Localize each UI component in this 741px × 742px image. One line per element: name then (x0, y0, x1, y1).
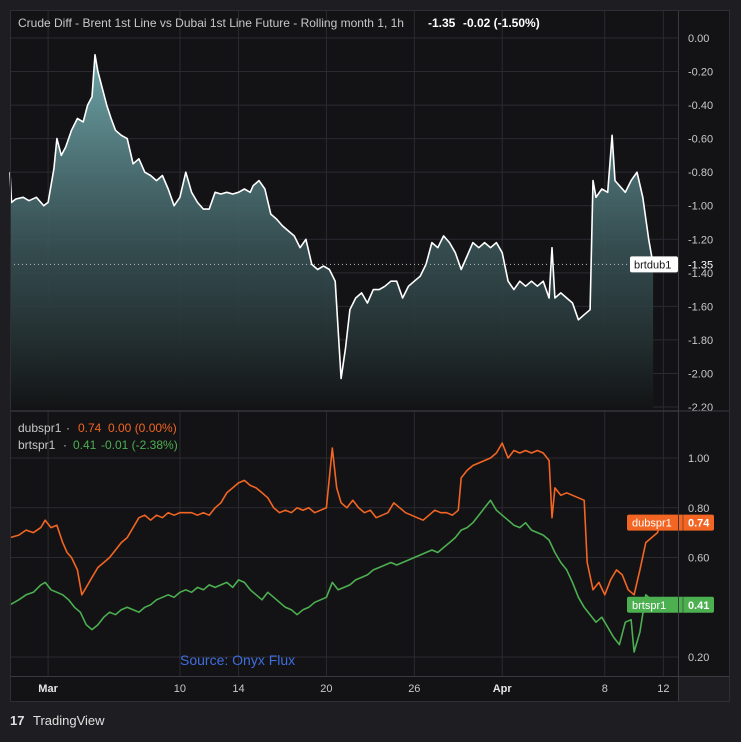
x-tick-label: 26 (408, 683, 420, 695)
price-axis[interactable] (679, 10, 730, 676)
lower-y-tick-label: 0.80 (688, 503, 709, 515)
tradingview-brand-name[interactable]: TradingView (33, 713, 105, 728)
x-tick-label: 14 (232, 683, 244, 695)
dubspr1-label-box (627, 514, 714, 531)
upper-y-tick-label: -1.20 (688, 234, 713, 246)
upper-y-tick-label: -2.00 (688, 368, 713, 380)
legend-brtspr-sep: · (63, 438, 67, 452)
legend-dubspr-name: dubspr1 (18, 421, 62, 435)
upper-series-layer (9, 54, 678, 411)
upper-y-tick-label: -1.60 (688, 301, 713, 313)
brtdub1-area-fill (10, 54, 654, 411)
brtspr1-label-box (627, 596, 714, 613)
brtspr1-last-value-label: 0.41 (688, 600, 709, 612)
dubspr1-last-value-label: 0.74 (688, 518, 710, 530)
x-tick-label: Apr (493, 683, 513, 695)
x-tick-label: 20 (320, 683, 332, 695)
brtspr1-line[interactable] (9, 499, 662, 653)
x-tick-label: 12 (657, 683, 669, 695)
upper-y-tick-label: -0.60 (688, 134, 713, 146)
upper-y-tick-label: -0.80 (688, 167, 713, 179)
legend-dubspr-sep: · (66, 421, 70, 435)
x-tick-label: 10 (174, 683, 186, 695)
dubspr1-line[interactable] (9, 442, 662, 596)
dubspr1-series-label: dubspr1 (632, 518, 672, 530)
chart-frame (10, 10, 730, 702)
lower-pane[interactable] (10, 412, 678, 676)
brtdub1-series-label: brtdub1 (634, 259, 671, 271)
upper-y-tick-label: -1.00 (688, 201, 713, 213)
upper-y-tick-label: -1.40 (688, 268, 713, 280)
legend-brtspr-name: brtspr1 (18, 438, 56, 452)
legend-brtspr-last: 0.41 (73, 438, 97, 452)
lower-y-tick-label: 0.60 (688, 553, 709, 565)
time-axis[interactable] (10, 677, 678, 702)
axis-labels: Mar 10 14 20 26 Apr 8 12 0.00 -0.20 -0.40 -0.60 -0.8… (38, 33, 714, 695)
tradingview-logo-icon[interactable]: 17 (10, 713, 24, 728)
legend-dubspr-last: 0.74 (78, 421, 102, 435)
header-last-value: -1.35 (428, 16, 456, 30)
lower-y-tick-label: 0.20 (688, 652, 709, 664)
brtdub1-line[interactable] (9, 54, 654, 380)
legend-dubspr-change: 0.00 (0.00%) (108, 421, 177, 435)
header-change-value: -0.02 (-1.50%) (463, 16, 540, 30)
chart-title: Crude Diff - Brent 1st Line vs Dubai 1st… (18, 16, 404, 30)
lower-y-tick-label: 1.00 (688, 453, 709, 465)
brtspr1-series-label: brtspr1 (632, 600, 666, 612)
source-text: Source: Onyx Flux (180, 652, 295, 668)
upper-y-tick-label: 0.00 (688, 33, 709, 45)
brtdub1-last-value-label: -1.35 (688, 259, 713, 271)
lower-series-layer (9, 442, 662, 653)
upper-y-tick-label: -0.40 (688, 100, 713, 112)
x-tick-label: Mar (38, 683, 58, 695)
upper-y-tick-label: -0.20 (688, 67, 713, 79)
legend-brtspr-change: -0.01 (-2.38%) (101, 438, 178, 452)
upper-y-tick-label: -2.20 (688, 402, 713, 414)
upper-y-tick-label: -1.80 (688, 335, 713, 347)
brtdub1-series-label-box (630, 256, 678, 273)
x-tick-label: 8 (602, 683, 608, 695)
